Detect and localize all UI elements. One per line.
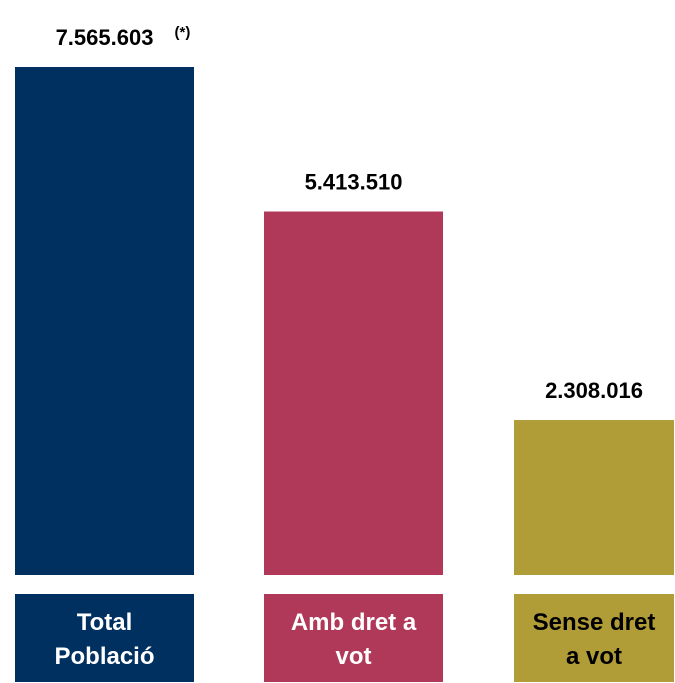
category-label-line: vot	[336, 643, 372, 670]
bar	[264, 211, 443, 575]
category-label-line: Amb dret a	[291, 609, 417, 636]
category-label-line: Total	[77, 609, 133, 636]
value-label: 2.308.016	[545, 378, 643, 403]
category-label-line: a vot	[566, 643, 622, 670]
category-box	[15, 594, 194, 682]
category-box	[264, 594, 443, 682]
category-label: Total Població	[54, 609, 154, 670]
value-note: (*)	[175, 24, 191, 41]
category-label-line: Població	[54, 643, 154, 670]
category-box	[514, 594, 674, 682]
value-label: 5.413.510	[305, 170, 403, 195]
bar	[15, 67, 194, 575]
bar	[514, 420, 674, 575]
category-label-line: Sense dret	[533, 609, 656, 636]
category-label: Sense dret a vot	[533, 609, 656, 670]
value-label: 7.565.603	[56, 25, 154, 50]
category-label: Amb dret a vot	[291, 609, 417, 670]
